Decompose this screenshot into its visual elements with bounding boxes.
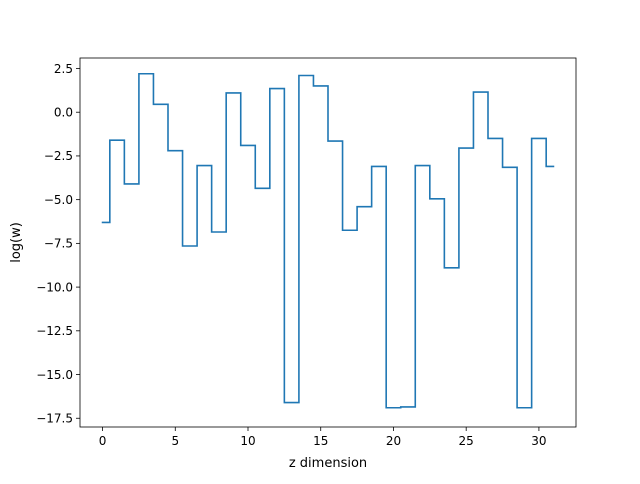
- plot-area: [101, 72, 555, 409]
- x-axis-label: z dimension: [289, 456, 367, 471]
- y-tick-label: −10.0: [36, 280, 73, 294]
- x-tick-label: 10: [240, 434, 255, 448]
- axes-frame: [79, 57, 577, 428]
- y-tick-label: −2.5: [44, 149, 73, 163]
- x-tick-label: 20: [386, 434, 401, 448]
- y-tick-label: −12.5: [36, 324, 73, 338]
- y-tick-label: −17.5: [36, 412, 73, 426]
- y-axis-label: log(w): [9, 222, 24, 263]
- y-tick-label: 2.5: [54, 62, 73, 76]
- y-tick-label: −15.0: [36, 368, 73, 382]
- series-line: [101, 72, 555, 409]
- y-tick-label: −7.5: [44, 237, 73, 251]
- y-axis-ticks: 2.5 0.0 −2.5 −5.0 −7.5 −10.0 −12.5 −15.0 −17.5: [36, 62, 80, 426]
- x-axis-ticks: 0 5 10 15 20 25 30: [99, 427, 547, 448]
- x-tick-label: 0: [99, 434, 107, 448]
- y-tick-label: 0.0: [54, 106, 73, 120]
- x-tick-label: 15: [313, 434, 328, 448]
- x-tick-label: 30: [531, 434, 546, 448]
- x-tick-label: 25: [459, 434, 474, 448]
- x-tick-label: 5: [171, 434, 179, 448]
- y-tick-label: −5.0: [44, 193, 73, 207]
